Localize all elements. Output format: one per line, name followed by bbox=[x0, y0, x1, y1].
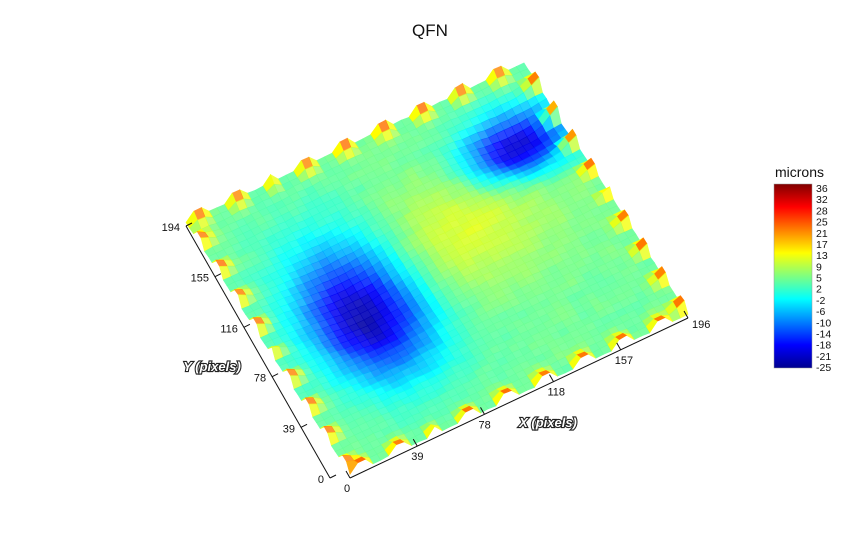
colorbar-gradient bbox=[773, 183, 813, 369]
x-tick-mark bbox=[480, 407, 485, 415]
colorbar-tick-label: 5 bbox=[816, 273, 822, 285]
surface-cell bbox=[345, 460, 359, 476]
y-tick-label: 194 bbox=[162, 222, 180, 234]
colorbar-tick-label: -18 bbox=[816, 340, 831, 352]
y-tick-label: 116 bbox=[220, 323, 238, 335]
x-tick-mark bbox=[412, 438, 418, 447]
colorbar-tick-label: 21 bbox=[816, 228, 828, 240]
colorbar: microns 36322825211713952-2-6-10-14-18-2… bbox=[773, 164, 831, 374]
colorbar-tick-label: 28 bbox=[816, 205, 828, 217]
y-tick-mark bbox=[243, 323, 251, 328]
x-tick-label: 196 bbox=[692, 319, 710, 331]
colorbar-tick-label: -10 bbox=[816, 317, 831, 329]
chart-title: QFN bbox=[412, 21, 448, 40]
surface-plot bbox=[185, 62, 689, 476]
axes bbox=[185, 225, 689, 479]
colorbar-tick-label: -2 bbox=[816, 295, 825, 307]
colorbar-title: microns bbox=[775, 164, 824, 180]
y-tick-mark bbox=[185, 222, 193, 227]
y-tick-mark bbox=[300, 423, 308, 428]
y-axis-line bbox=[185, 225, 331, 479]
y-axis-title: Y (pixels) bbox=[183, 359, 241, 374]
colorbar-tick-label: 9 bbox=[816, 261, 822, 273]
colorbar-tick-label: -25 bbox=[816, 362, 831, 374]
colorbar-tick-label: 2 bbox=[816, 284, 822, 296]
y-tick-labels: 0 39 78 116 155 194 bbox=[162, 222, 337, 486]
x-axis-title: X (pixels) bbox=[518, 415, 577, 430]
colorbar-tick-label: 25 bbox=[816, 217, 828, 229]
x-tick-label: 0 bbox=[344, 483, 350, 495]
colorbar-tick-label: 17 bbox=[816, 239, 828, 251]
y-tick-mark bbox=[214, 273, 222, 278]
x-tick-mark bbox=[616, 342, 622, 351]
y-tick-label: 155 bbox=[191, 273, 209, 285]
x-tick-mark bbox=[549, 374, 554, 382]
colorbar-tick-label: 32 bbox=[816, 194, 828, 206]
y-tick-label: 78 bbox=[254, 373, 266, 385]
x-axis-line bbox=[349, 317, 689, 479]
x-tick-label: 118 bbox=[547, 387, 565, 399]
colorbar-tick-label: -21 bbox=[816, 351, 831, 363]
x-tick-label: 39 bbox=[411, 451, 423, 463]
y-tick-mark bbox=[329, 474, 337, 479]
y-tick-label: 0 bbox=[318, 474, 324, 486]
colorbar-tick-label: -6 bbox=[816, 306, 825, 318]
colorbar-tick-label: 13 bbox=[816, 250, 828, 262]
y-tick-label: 39 bbox=[283, 423, 295, 435]
colorbar-tick-label: -14 bbox=[816, 328, 831, 340]
x-tick-label: 78 bbox=[479, 419, 491, 431]
x-tick-mark bbox=[345, 470, 351, 479]
colorbar-tick-label: 36 bbox=[816, 183, 828, 195]
x-tick-label: 157 bbox=[615, 355, 633, 367]
x-tick-mark bbox=[683, 310, 689, 319]
x-tick-labels: 0 39 78 118 157 196 bbox=[344, 310, 710, 495]
y-tick-mark bbox=[271, 373, 279, 378]
